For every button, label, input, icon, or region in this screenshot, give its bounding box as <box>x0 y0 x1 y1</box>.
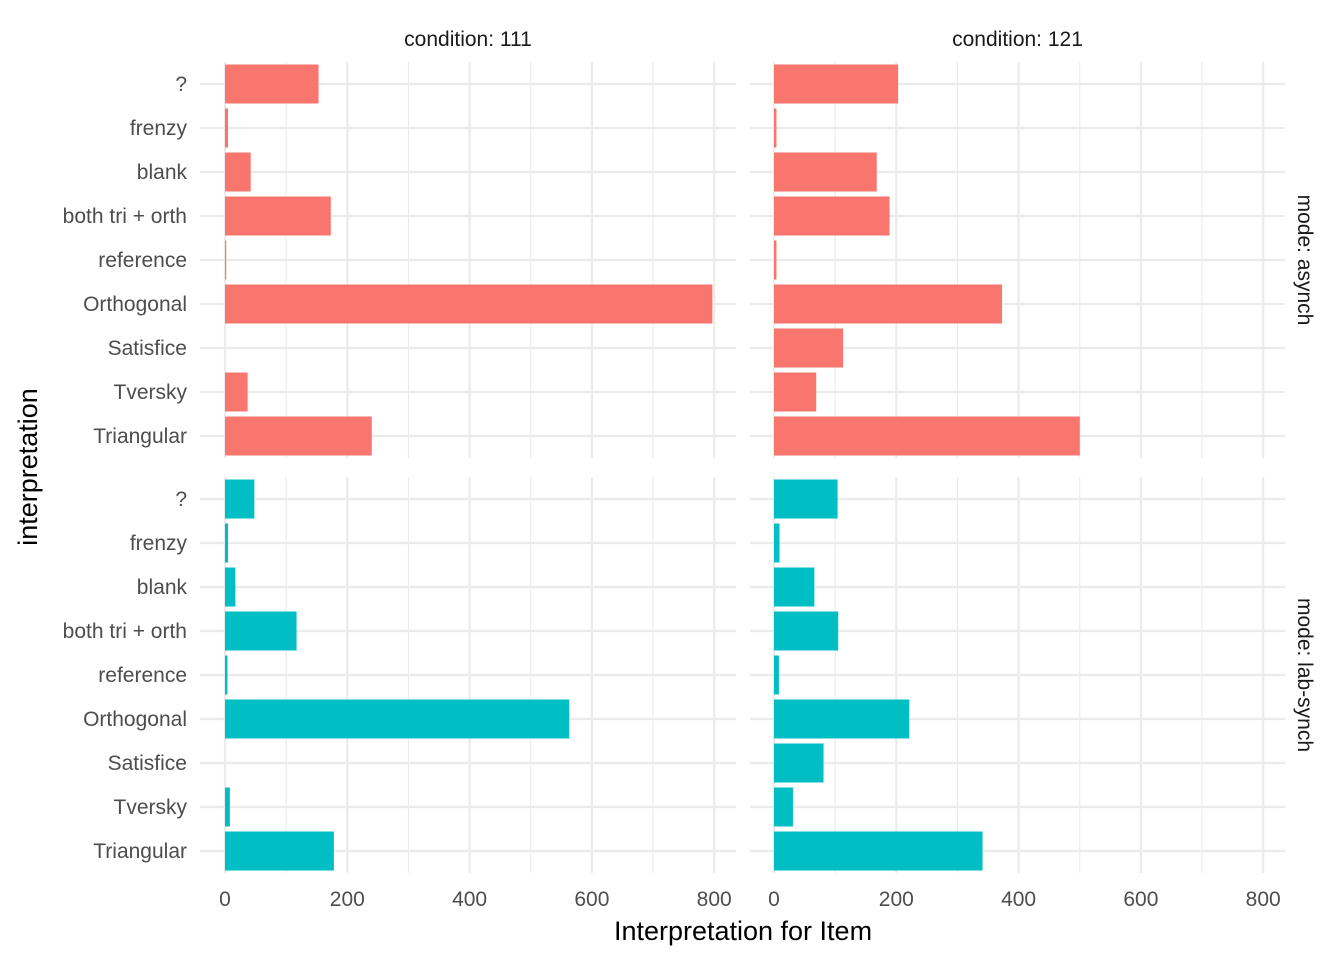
y-tick-label: frenzy <box>130 532 188 555</box>
panel-r0-c0 <box>200 62 736 458</box>
y-tick-label: blank <box>137 161 188 184</box>
panel-r1-c1 <box>750 477 1285 873</box>
y-tick-label: both tri + orth <box>63 620 187 643</box>
y-tick-label: Orthogonal <box>83 708 187 731</box>
bar-frenzy <box>774 523 780 563</box>
y-tick-label: Tversky <box>114 796 188 819</box>
bar-satisfice <box>774 328 844 368</box>
x-tick-label: 600 <box>1123 888 1158 911</box>
y-tick-label: Orthogonal <box>83 293 187 316</box>
column-strip-label: condition: 111 <box>404 28 532 51</box>
bar-triangular <box>225 831 334 871</box>
bar-frenzy <box>774 108 777 148</box>
bar-triangular <box>774 831 983 871</box>
bar-tversky <box>774 372 817 412</box>
y-tick-label: Triangular <box>93 840 187 863</box>
bar-blank <box>225 152 251 192</box>
y-tick-label: Satisfice <box>108 752 187 775</box>
bar-satisfice <box>774 743 824 783</box>
x-tick-label: 400 <box>1001 888 1036 911</box>
bar-triangular <box>774 416 1080 456</box>
y-axis-title: interpretation <box>13 388 43 546</box>
x-tick-label: 800 <box>1246 888 1281 911</box>
bar-reference <box>774 655 779 695</box>
y-tick-label: Satisfice <box>108 337 187 360</box>
x-axis-title: Interpretation for Item <box>614 916 872 946</box>
bar-orthogonal <box>774 699 910 739</box>
bar-orthogonal <box>774 284 1003 324</box>
labels-layer: ? frenzy blank both tri + orth reference Orth… <box>63 28 1316 911</box>
y-tick-label: Triangular <box>93 425 187 448</box>
bar- <box>774 64 899 104</box>
y-tick-label: blank <box>137 576 188 599</box>
x-tick-label: 200 <box>330 888 365 911</box>
panel-r1-c0 <box>200 477 736 873</box>
bar- <box>774 479 838 519</box>
bar-frenzy <box>225 108 229 148</box>
panel-r0-c1 <box>750 62 1285 458</box>
bar-reference <box>225 655 228 695</box>
bar-tversky <box>225 787 230 827</box>
bar-tversky <box>225 372 248 412</box>
bar-blank <box>225 567 236 607</box>
x-tick-label: 200 <box>879 888 914 911</box>
column-strip-label: condition: 121 <box>952 28 1083 51</box>
bar-both-tri-orth <box>774 611 839 651</box>
bar-blank <box>774 152 877 192</box>
bar-both-tri-orth <box>774 196 890 236</box>
y-tick-label: frenzy <box>130 117 188 140</box>
bar-reference <box>774 240 777 280</box>
panels-layer <box>200 62 1285 873</box>
y-tick-label: both tri + orth <box>63 205 187 228</box>
row-strip-label: mode: asynch <box>1293 195 1316 326</box>
bar-both-tri-orth <box>225 611 297 651</box>
y-tick-label: ? <box>175 488 187 511</box>
row-strip-label: mode: lab-synch <box>1293 598 1316 752</box>
bar-orthogonal <box>225 699 570 739</box>
y-tick-label: ? <box>175 73 187 96</box>
bar- <box>225 479 255 519</box>
y-tick-label: reference <box>98 664 187 687</box>
bar-orthogonal <box>225 284 713 324</box>
bar-triangular <box>225 416 372 456</box>
bar-frenzy <box>225 523 229 563</box>
x-tick-label: 0 <box>219 888 231 911</box>
x-tick-label: 800 <box>697 888 732 911</box>
bar-reference <box>225 240 227 280</box>
x-tick-label: 400 <box>452 888 487 911</box>
y-tick-label: reference <box>98 249 187 272</box>
bar-tversky <box>774 787 793 827</box>
x-tick-label: 0 <box>768 888 780 911</box>
x-tick-label: 600 <box>574 888 609 911</box>
y-tick-label: Tversky <box>114 381 188 404</box>
bar- <box>225 64 319 104</box>
bar-blank <box>774 567 815 607</box>
bar-both-tri-orth <box>225 196 331 236</box>
